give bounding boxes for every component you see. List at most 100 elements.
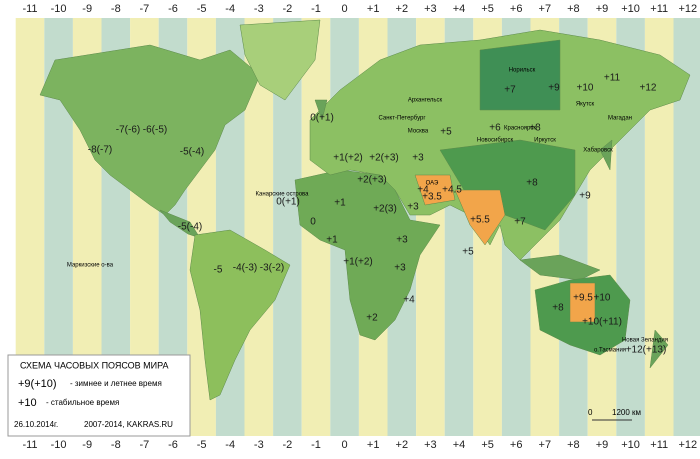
zone-label: +4 [403, 295, 415, 306]
place-label: Москва [408, 129, 429, 135]
bottom-zone-label: -7 [140, 439, 150, 451]
top-zone-label: -8 [111, 3, 121, 15]
top-zone-label: +1 [367, 3, 380, 15]
top-zone-label: -11 [22, 3, 37, 15]
zone-label: -4(-3) [233, 263, 257, 274]
zone-label: +2(3) [373, 204, 397, 215]
bottom-zone-label: +1 [367, 439, 380, 451]
zone-label: +3 [396, 235, 408, 246]
zone-label: -7(-6) [116, 125, 140, 136]
zone-label: +12(+13) [626, 345, 667, 356]
bottom-zone-label: -9 [82, 439, 92, 451]
bottom-zone-label: -2 [283, 439, 293, 451]
bottom-zone-label: +12 [678, 439, 697, 451]
bottom-zone-label: +9 [596, 439, 609, 451]
zone-label: +1(+2) [333, 153, 362, 164]
bottom-zone-label: -3 [254, 439, 264, 451]
bottom-zone-label: +3 [424, 439, 437, 451]
zone-label: 0 [310, 217, 316, 228]
legend-source: 2007-2014, KAKRAS.RU [84, 420, 173, 429]
zone-label: +9 [548, 83, 560, 94]
top-zone-label: +7 [539, 3, 552, 15]
bottom-zone-label: +6 [510, 439, 523, 451]
zone-label: +5 [462, 247, 474, 258]
zone-label: +8 [526, 178, 538, 189]
zone-label: +1 [334, 198, 346, 209]
top-zone-label: -2 [283, 3, 293, 15]
place-label: ОАЭ [426, 181, 439, 187]
place-label: Новосибирск [477, 138, 514, 144]
top-zone-label: -3 [254, 3, 264, 15]
top-zone-label: -1 [311, 3, 321, 15]
legend-seasonal: +9(+10) [18, 378, 57, 390]
zone-label: -5 [214, 265, 223, 276]
place-label: Санкт-Петербург [378, 116, 426, 122]
zone-label: +8 [552, 303, 564, 314]
top-zone-label: +6 [510, 3, 523, 15]
top-zone-label: 0 [342, 3, 348, 15]
bottom-zone-label: -5 [197, 439, 207, 451]
zone-label: +11 [604, 73, 621, 84]
bottom-zone-label: -4 [225, 439, 235, 451]
bottom-zone-label: +11 [650, 439, 668, 451]
scale-start: 0 [588, 408, 593, 417]
top-zone-label: +5 [481, 3, 494, 15]
bottom-zone-label: +5 [481, 439, 494, 451]
place-label: Норильск [509, 68, 536, 74]
place-label: о.Тасмания [594, 348, 626, 354]
top-zone-label: +10 [621, 3, 640, 15]
zone-label: +3 [412, 153, 424, 164]
zone-label: +3.5 [422, 192, 442, 203]
zone-label: 0(+1) [276, 197, 300, 208]
place-label: Красноярск [504, 126, 536, 132]
zone-label: +9.5 [573, 293, 593, 304]
top-zone-label: -9 [82, 3, 92, 15]
place-label: Якутск [576, 102, 595, 108]
zone-label: +5 [440, 127, 452, 138]
scale-end: 1200 км [612, 408, 641, 417]
zone-label: +2(+3) [369, 153, 398, 164]
legend-stable-text: - стабильное время [46, 398, 119, 407]
zone-label: +3 [407, 202, 419, 213]
place-label: Иркутск [534, 138, 556, 144]
top-zone-label: +12 [678, 3, 697, 15]
zone-label: +7 [504, 85, 516, 96]
bottom-zone-label: +7 [539, 439, 552, 451]
place-label: Канарские острова [255, 192, 309, 198]
top-zone-label: -4 [225, 3, 235, 15]
zone-label: -6(-5) [143, 125, 167, 136]
zone-label: +6 [489, 123, 501, 134]
legend-stable: +10 [18, 397, 37, 409]
zone-label: +2(+3) [357, 175, 386, 186]
bottom-zone-label: -6 [168, 439, 178, 451]
top-zone-label: +3 [424, 3, 437, 15]
bottom-zone-label: -11 [22, 439, 37, 451]
zone-label: +1(+2) [343, 257, 372, 268]
bottom-zone-label: -8 [111, 439, 121, 451]
zone-label: -8(-7) [88, 145, 112, 156]
bottom-zone-label: 0 [342, 439, 348, 451]
top-zone-label: +11 [650, 3, 668, 15]
top-zone-label: -6 [168, 3, 178, 15]
zone-label: +9 [579, 191, 591, 202]
zone-label: +1 [326, 235, 338, 246]
place-label: Архангельск [408, 98, 443, 104]
zone-label: +3 [394, 263, 406, 274]
zone-label: +4.5 [442, 185, 462, 196]
top-zone-label: -7 [140, 3, 150, 15]
legend-title: СХЕМА ЧАСОВЫХ ПОЯСОВ МИРА [20, 360, 169, 370]
bottom-zone-label: +10 [621, 439, 640, 451]
zone-label: 0(+1) [310, 113, 334, 124]
zone-label: +10(+11) [582, 317, 622, 328]
zone-label: +10 [594, 293, 611, 304]
bottom-zone-label: -1 [311, 439, 321, 451]
zone-label: +7 [514, 217, 526, 228]
top-zone-label: +4 [453, 3, 466, 15]
zone-label: +12 [640, 83, 657, 94]
bottom-zone-label: +2 [396, 439, 409, 451]
place-label: Магадан [608, 116, 632, 122]
top-zone-label: +9 [596, 3, 609, 15]
place-label: Новая Зеландия [622, 338, 668, 344]
bottom-zone-label: -10 [51, 439, 67, 451]
